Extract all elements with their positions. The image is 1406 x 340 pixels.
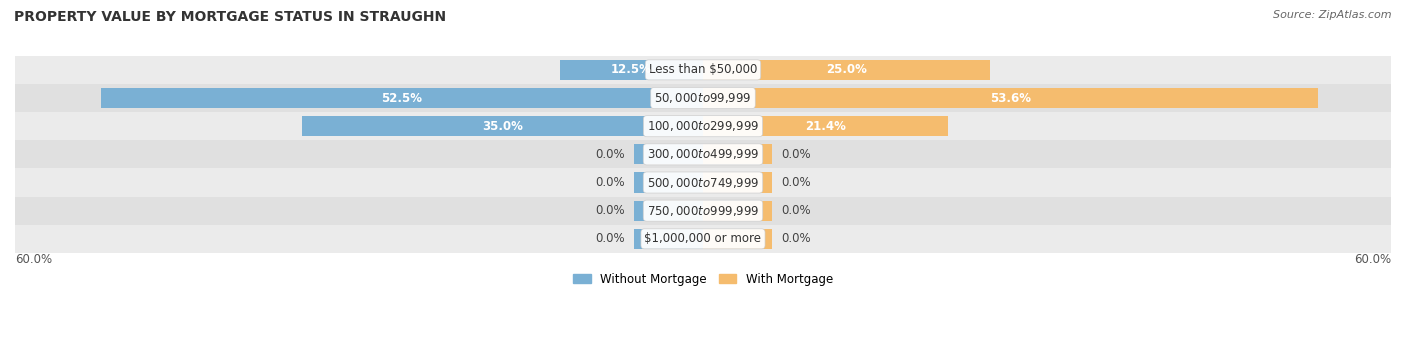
Bar xyxy=(703,116,949,136)
Text: 0.0%: 0.0% xyxy=(780,232,811,245)
Bar xyxy=(101,88,703,108)
Text: 0.0%: 0.0% xyxy=(780,176,811,189)
Text: 53.6%: 53.6% xyxy=(990,91,1031,104)
Bar xyxy=(302,116,703,136)
Bar xyxy=(15,84,1391,112)
Bar xyxy=(703,88,1317,108)
Text: PROPERTY VALUE BY MORTGAGE STATUS IN STRAUGHN: PROPERTY VALUE BY MORTGAGE STATUS IN STR… xyxy=(14,10,446,24)
Text: 0.0%: 0.0% xyxy=(595,204,626,217)
Text: 0.0%: 0.0% xyxy=(595,232,626,245)
Bar xyxy=(703,229,772,249)
Text: $300,000 to $499,999: $300,000 to $499,999 xyxy=(647,147,759,162)
Legend: Without Mortgage, With Mortgage: Without Mortgage, With Mortgage xyxy=(568,268,838,290)
Text: $750,000 to $999,999: $750,000 to $999,999 xyxy=(647,204,759,218)
Text: $100,000 to $299,999: $100,000 to $299,999 xyxy=(647,119,759,133)
Bar xyxy=(703,172,772,193)
Bar xyxy=(15,56,1391,84)
Text: 25.0%: 25.0% xyxy=(825,63,866,76)
Text: Source: ZipAtlas.com: Source: ZipAtlas.com xyxy=(1274,10,1392,20)
Text: 52.5%: 52.5% xyxy=(381,91,422,104)
Bar xyxy=(560,60,703,80)
Text: 60.0%: 60.0% xyxy=(15,253,52,266)
Text: 60.0%: 60.0% xyxy=(1354,253,1391,266)
Text: 0.0%: 0.0% xyxy=(780,148,811,161)
Bar xyxy=(634,201,703,221)
Bar xyxy=(15,140,1391,168)
Bar xyxy=(703,144,772,165)
Bar xyxy=(703,60,990,80)
Text: 35.0%: 35.0% xyxy=(482,120,523,133)
Text: $500,000 to $749,999: $500,000 to $749,999 xyxy=(647,175,759,189)
Text: 0.0%: 0.0% xyxy=(595,148,626,161)
Text: 0.0%: 0.0% xyxy=(595,176,626,189)
Text: $1,000,000 or more: $1,000,000 or more xyxy=(644,232,762,245)
Bar xyxy=(703,201,772,221)
Bar xyxy=(15,225,1391,253)
Bar xyxy=(634,229,703,249)
Bar xyxy=(634,172,703,193)
Bar xyxy=(15,197,1391,225)
Bar xyxy=(15,168,1391,197)
Bar xyxy=(15,112,1391,140)
Text: 21.4%: 21.4% xyxy=(806,120,846,133)
Text: $50,000 to $99,999: $50,000 to $99,999 xyxy=(654,91,752,105)
Bar xyxy=(634,144,703,165)
Text: 12.5%: 12.5% xyxy=(610,63,652,76)
Text: Less than $50,000: Less than $50,000 xyxy=(648,63,758,76)
Text: 0.0%: 0.0% xyxy=(780,204,811,217)
